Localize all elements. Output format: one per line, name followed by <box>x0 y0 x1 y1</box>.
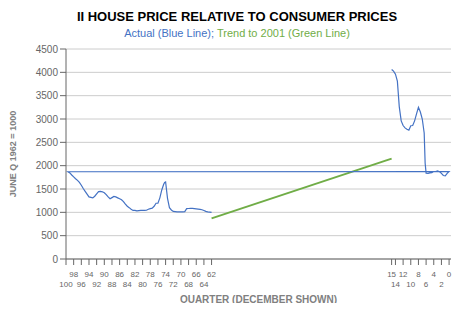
svg-text:1500: 1500 <box>36 184 59 195</box>
svg-text:1000: 1000 <box>36 207 59 218</box>
svg-text:10: 10 <box>406 280 415 289</box>
svg-text:62: 62 <box>207 270 216 279</box>
svg-text:76: 76 <box>153 280 162 289</box>
svg-text:15: 15 <box>387 270 396 279</box>
svg-text:6: 6 <box>424 280 429 289</box>
svg-text:96: 96 <box>77 280 86 289</box>
svg-text:JUNE Q 1962 = 1000: JUNE Q 1962 = 1000 <box>8 111 18 197</box>
svg-text:78: 78 <box>146 270 155 279</box>
svg-text:3500: 3500 <box>36 90 59 101</box>
svg-text:72: 72 <box>169 280 178 289</box>
svg-text:86: 86 <box>115 270 124 279</box>
svg-text:QUARTER (DECEMBER SHOWN): QUARTER (DECEMBER SHOWN) <box>180 294 337 303</box>
svg-text:100: 100 <box>59 280 73 289</box>
svg-text:2000: 2000 <box>36 160 59 171</box>
svg-text:94: 94 <box>85 270 94 279</box>
svg-text:8: 8 <box>416 270 421 279</box>
svg-text:4500: 4500 <box>36 44 59 55</box>
svg-text:3000: 3000 <box>36 114 59 125</box>
svg-text:14: 14 <box>391 280 400 289</box>
svg-text:92: 92 <box>92 280 101 289</box>
svg-text:64: 64 <box>199 280 208 289</box>
svg-text:0: 0 <box>52 254 58 265</box>
svg-text:2: 2 <box>439 280 444 289</box>
svg-text:12: 12 <box>399 270 408 279</box>
svg-text:66: 66 <box>192 270 201 279</box>
svg-text:68: 68 <box>184 280 193 289</box>
svg-text:82: 82 <box>131 270 140 279</box>
svg-text:4: 4 <box>432 270 437 279</box>
svg-text:500: 500 <box>41 230 58 241</box>
svg-text:2500: 2500 <box>36 137 59 148</box>
svg-text:98: 98 <box>69 270 78 279</box>
svg-text:0: 0 <box>447 270 452 279</box>
svg-text:74: 74 <box>161 270 170 279</box>
svg-text:88: 88 <box>108 280 117 289</box>
svg-text:84: 84 <box>123 280 132 289</box>
svg-text:70: 70 <box>176 270 185 279</box>
svg-text:80: 80 <box>138 280 147 289</box>
svg-text:90: 90 <box>100 270 109 279</box>
svg-text:4000: 4000 <box>36 67 59 78</box>
html-text:Actual (Blue Line); Trend to 2: Actual (Blue Line); Trend to 2001 (Green… <box>124 27 350 39</box>
html-text:II HOUSE PRICE RELATIVE TO CON: II HOUSE PRICE RELATIVE TO CONSUMER PRIC… <box>76 9 398 24</box>
